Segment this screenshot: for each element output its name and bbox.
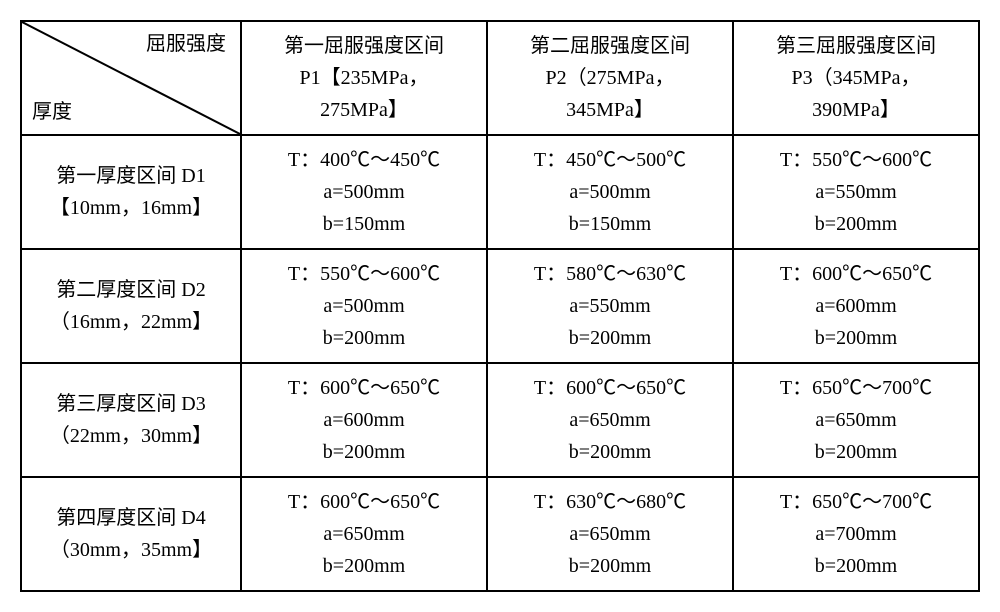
data-cell: T：600℃～650℃ a=650mm b=200mm <box>241 477 487 591</box>
cell-b: b=200mm <box>248 436 480 468</box>
cell-b: b=200mm <box>494 322 726 354</box>
cell-temp: T：580℃～630℃ <box>494 258 726 290</box>
cell-a: a=600mm <box>740 290 972 322</box>
cell-b: b=200mm <box>248 322 480 354</box>
row-header-line: （22mm，30mm】 <box>28 420 234 452</box>
cell-b: b=150mm <box>248 208 480 240</box>
cell-b: b=200mm <box>740 436 972 468</box>
data-cell: T：600℃～650℃ a=600mm b=200mm <box>733 249 979 363</box>
cell-a: a=600mm <box>248 404 480 436</box>
data-cell: T：400℃～450℃ a=500mm b=150mm <box>241 135 487 249</box>
cell-a: a=500mm <box>494 176 726 208</box>
data-cell: T：580℃～630℃ a=550mm b=200mm <box>487 249 733 363</box>
header-row: 屈服强度 厚度 第一屈服强度区间 P1【235MPa， 275MPa】 第二屈服… <box>21 21 979 135</box>
corner-top-label: 屈服强度 <box>146 28 226 60</box>
cell-b: b=200mm <box>740 208 972 240</box>
row-header-d4: 第四厚度区间 D4 （30mm，35mm】 <box>21 477 241 591</box>
col-header-line: 第一屈服强度区间 <box>248 30 480 62</box>
cell-temp: T：600℃～650℃ <box>494 372 726 404</box>
row-header-d2: 第二厚度区间 D2 （16mm，22mm】 <box>21 249 241 363</box>
col-header-line: P3（345MPa， <box>740 62 972 94</box>
cell-a: a=700mm <box>740 518 972 550</box>
table-row: 第四厚度区间 D4 （30mm，35mm】 T：600℃～650℃ a=650m… <box>21 477 979 591</box>
data-cell: T：650℃～700℃ a=650mm b=200mm <box>733 363 979 477</box>
row-header-line: （30mm，35mm】 <box>28 534 234 566</box>
data-cell: T：450℃～500℃ a=500mm b=150mm <box>487 135 733 249</box>
row-header-line: 第四厚度区间 D4 <box>28 502 234 534</box>
parameter-table: 屈服强度 厚度 第一屈服强度区间 P1【235MPa， 275MPa】 第二屈服… <box>20 20 980 592</box>
cell-a: a=500mm <box>248 176 480 208</box>
cell-temp: T：650℃～700℃ <box>740 486 972 518</box>
cell-b: b=200mm <box>248 550 480 582</box>
row-header-line: 第一厚度区间 D1 <box>28 160 234 192</box>
cell-temp: T：450℃～500℃ <box>494 144 726 176</box>
cell-b: b=200mm <box>494 550 726 582</box>
col-header-line: 第二屈服强度区间 <box>494 30 726 62</box>
corner-header: 屈服强度 厚度 <box>21 21 241 135</box>
cell-a: a=500mm <box>248 290 480 322</box>
col-header-p2: 第二屈服强度区间 P2（275MPa， 345MPa】 <box>487 21 733 135</box>
cell-a: a=650mm <box>494 404 726 436</box>
cell-temp: T：630℃～680℃ <box>494 486 726 518</box>
row-header-line: 第二厚度区间 D2 <box>28 274 234 306</box>
col-header-line: 345MPa】 <box>494 94 726 126</box>
row-header-line: 第三厚度区间 D3 <box>28 388 234 420</box>
col-header-line: 390MPa】 <box>740 94 972 126</box>
cell-b: b=200mm <box>740 550 972 582</box>
col-header-line: P2（275MPa， <box>494 62 726 94</box>
cell-b: b=200mm <box>494 436 726 468</box>
col-header-line: P1【235MPa， <box>248 62 480 94</box>
row-header-line: （16mm，22mm】 <box>28 306 234 338</box>
cell-b: b=200mm <box>740 322 972 354</box>
cell-temp: T：650℃～700℃ <box>740 372 972 404</box>
cell-b: b=150mm <box>494 208 726 240</box>
cell-temp: T：400℃～450℃ <box>248 144 480 176</box>
row-header-d3: 第三厚度区间 D3 （22mm，30mm】 <box>21 363 241 477</box>
cell-a: a=550mm <box>740 176 972 208</box>
table-row: 第二厚度区间 D2 （16mm，22mm】 T：550℃～600℃ a=500m… <box>21 249 979 363</box>
table-row: 第一厚度区间 D1 【10mm，16mm】 T：400℃～450℃ a=500m… <box>21 135 979 249</box>
row-header-d1: 第一厚度区间 D1 【10mm，16mm】 <box>21 135 241 249</box>
cell-temp: T：600℃～650℃ <box>248 486 480 518</box>
cell-a: a=550mm <box>494 290 726 322</box>
cell-a: a=650mm <box>494 518 726 550</box>
col-header-p3: 第三屈服强度区间 P3（345MPa， 390MPa】 <box>733 21 979 135</box>
col-header-line: 第三屈服强度区间 <box>740 30 972 62</box>
data-cell: T：630℃～680℃ a=650mm b=200mm <box>487 477 733 591</box>
cell-a: a=650mm <box>740 404 972 436</box>
col-header-p1: 第一屈服强度区间 P1【235MPa， 275MPa】 <box>241 21 487 135</box>
cell-temp: T：550℃～600℃ <box>740 144 972 176</box>
col-header-line: 275MPa】 <box>248 94 480 126</box>
data-cell: T：550℃～600℃ a=500mm b=200mm <box>241 249 487 363</box>
data-cell: T：600℃～650℃ a=600mm b=200mm <box>241 363 487 477</box>
data-cell: T：600℃～650℃ a=650mm b=200mm <box>487 363 733 477</box>
row-header-line: 【10mm，16mm】 <box>28 192 234 224</box>
data-cell: T：550℃～600℃ a=550mm b=200mm <box>733 135 979 249</box>
cell-a: a=650mm <box>248 518 480 550</box>
cell-temp: T：600℃～650℃ <box>740 258 972 290</box>
data-cell: T：650℃～700℃ a=700mm b=200mm <box>733 477 979 591</box>
corner-bottom-label: 厚度 <box>32 96 72 128</box>
cell-temp: T：600℃～650℃ <box>248 372 480 404</box>
table-row: 第三厚度区间 D3 （22mm，30mm】 T：600℃～650℃ a=600m… <box>21 363 979 477</box>
cell-temp: T：550℃～600℃ <box>248 258 480 290</box>
